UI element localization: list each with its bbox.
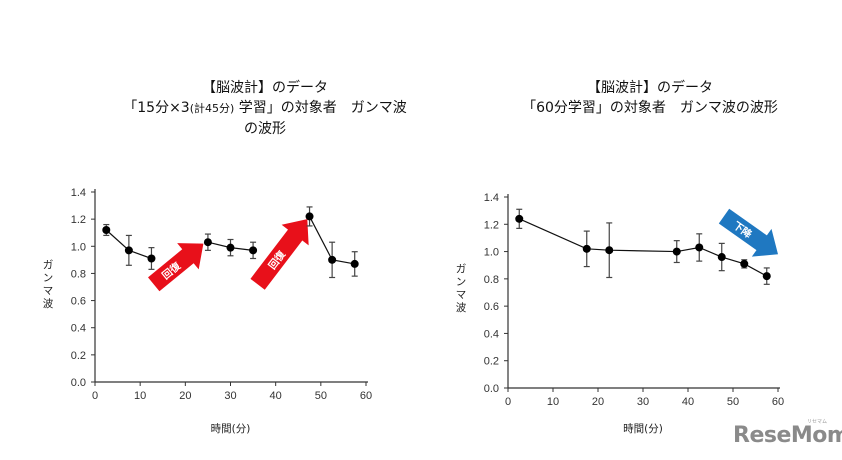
data-point: [249, 246, 258, 255]
annotation-arrow: 回復: [250, 219, 309, 290]
chart-2-title-line2: 「60分学習」の対象者 ガンマ波の波形: [522, 100, 778, 116]
data-point: [102, 226, 111, 234]
x-tick-label: 50: [727, 396, 739, 408]
title-part-small: (計45分): [189, 102, 235, 115]
y-tick-label: 1.4: [71, 187, 86, 199]
y-axis-label: ン: [43, 272, 54, 284]
chart-1: 0.0 0.2 0.4 0.6 0.8 1.0 1.2 1.4 0 10 20 30 40 50 60 時間(…: [43, 187, 372, 435]
arrow-shape: [718, 208, 778, 257]
y-tick-label: 0.4: [71, 323, 86, 335]
y-tick-label: 0.8: [484, 274, 499, 286]
chart-1-title: 【脳波計】のデータ 「15分×3(計45分) 学習」の対象者 ガンマ波の波形: [120, 78, 410, 139]
x-tick-label: 30: [637, 396, 649, 408]
data-point: [695, 243, 704, 252]
title-part: 「15分×3: [123, 100, 190, 116]
data-point: [328, 255, 337, 264]
data-point: [740, 259, 749, 268]
y-axis-label: 波: [43, 297, 54, 310]
title-part: 学習」の対象者 ガンマ波の波形: [234, 100, 407, 137]
data-point: [203, 238, 212, 247]
y-axis-label: マ: [43, 285, 54, 297]
x-tick-label: 50: [315, 390, 327, 402]
y-tick-label: 0.2: [71, 350, 86, 362]
chart-2-title-line1: 【脳波計】のデータ: [587, 80, 713, 96]
annotation-arrow: 下降: [718, 208, 778, 257]
y-axis-label: ガ: [456, 263, 467, 275]
chart-2-title: 【脳波計】のデータ 「60分学習」の対象者 ガンマ波の波形: [500, 78, 800, 118]
arrow-shape: [148, 243, 204, 292]
data-point: [672, 247, 681, 256]
y-axis-label: ガ: [43, 259, 54, 271]
x-axis-label: 時間(分): [211, 423, 251, 435]
chart-2: 0.0 0.2 0.4 0.6 0.8 1.0 1.2 1.4 0 10 20 30 40 50 60 時間(…: [456, 192, 784, 435]
data-point: [762, 272, 771, 281]
y-tick-label: 0.0: [71, 377, 86, 389]
resemom-logo-ruby: リセマム: [807, 419, 828, 425]
y-axis-label: ン: [456, 276, 467, 288]
x-tick-label: 30: [224, 390, 236, 402]
data-point: [124, 246, 133, 255]
data-point: [147, 254, 156, 263]
x-tick-label: 10: [134, 390, 146, 402]
x-tick-label: 0: [92, 390, 98, 402]
x-tick-label: 20: [179, 390, 191, 402]
data-point: [582, 244, 591, 253]
x-tick-label: 0: [505, 396, 511, 408]
y-tick-label: 0.2: [484, 356, 499, 368]
y-tick-label: 1.2: [71, 214, 86, 226]
x-tick-label: 10: [547, 396, 559, 408]
arrow-shape: [250, 219, 309, 290]
data-point: [515, 214, 524, 223]
y-tick-label: 0.0: [484, 383, 499, 395]
data-point: [605, 246, 614, 255]
y-tick-label: 1.4: [484, 192, 499, 204]
data-point: [305, 212, 314, 221]
x-tick-label: 60: [360, 390, 372, 402]
data-point: [350, 259, 359, 268]
x-tick-label: 60: [772, 396, 784, 408]
data-point: [226, 243, 235, 252]
chart-1-title-line2: 「15分×3(計45分) 学習」の対象者 ガンマ波の波形: [120, 98, 410, 139]
annotation-arrow: 回復: [148, 243, 204, 292]
y-axis-label: マ: [456, 289, 467, 301]
x-tick-label: 40: [682, 396, 694, 408]
y-axis-label: 波: [456, 301, 467, 314]
y-tick-label: 1.2: [484, 219, 499, 231]
y-tick-label: 0.8: [71, 268, 86, 280]
resemom-logo: ReseMom: [733, 423, 842, 448]
y-tick-label: 0.6: [71, 296, 86, 308]
y-tick-label: 0.6: [484, 301, 499, 313]
x-tick-label: 20: [592, 396, 604, 408]
x-axis-label: 時間(分): [623, 423, 663, 435]
y-tick-label: 1.0: [484, 247, 499, 259]
y-tick-label: 1.0: [71, 241, 86, 253]
chart-1-title-line1: 【脳波計】のデータ: [202, 80, 328, 96]
y-tick-label: 0.4: [484, 328, 499, 340]
x-tick-label: 40: [270, 390, 282, 402]
data-point: [717, 253, 726, 262]
